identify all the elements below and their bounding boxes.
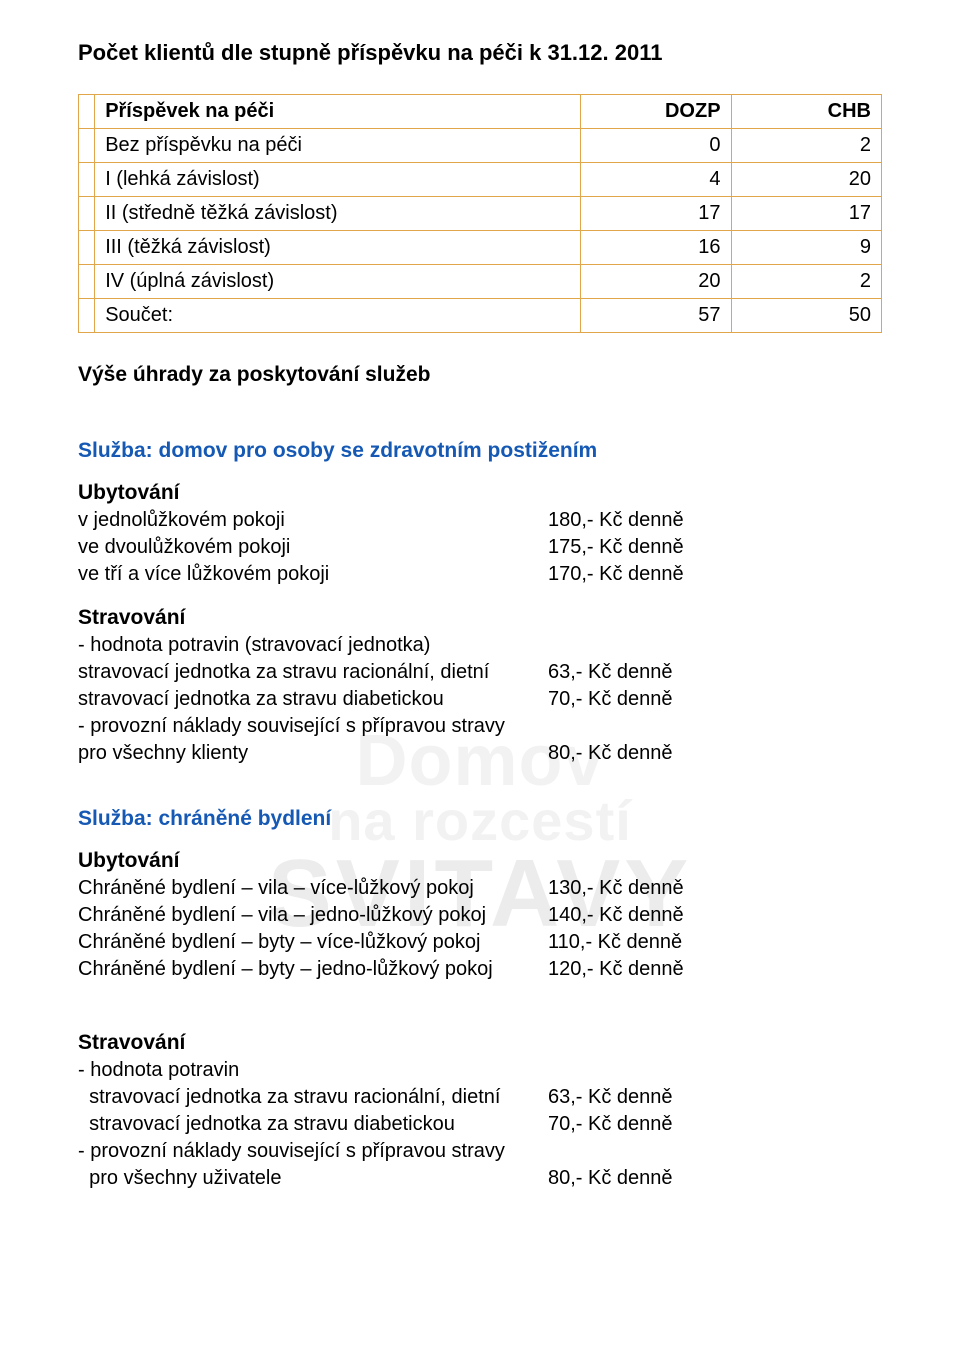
table-cell: 17 — [581, 197, 731, 231]
table-header-label: Příspěvek na péči — [95, 95, 581, 129]
table-row: II (středně těžká závislost) 17 17 — [79, 197, 882, 231]
price-label: pro všechny uživatele — [78, 1165, 548, 1192]
price-value: 80,- Kč denně — [548, 740, 882, 767]
price-label: Chráněné bydlení – vila – jedno-lůžkový … — [78, 902, 548, 929]
price-value: 175,- Kč denně — [548, 534, 882, 561]
price-value: 70,- Kč denně — [548, 1111, 882, 1138]
table-cell: 2 — [731, 129, 881, 163]
price-row: Chráněné bydlení – byty – jedno-lůžkový … — [78, 956, 882, 983]
price-value: 120,- Kč denně — [548, 956, 882, 983]
price-row: stravovací jednotka za stravu diabeticko… — [78, 686, 882, 713]
price-row: pro všechny klienty 80,- Kč denně — [78, 740, 882, 767]
price-row: stravovací jednotka za stravu diabeticko… — [78, 1111, 882, 1138]
price-label: ve dvoulůžkovém pokoji — [78, 534, 548, 561]
service1-heading: Služba: domov pro osoby se zdravotním po… — [78, 439, 882, 463]
price-label: Chráněné bydlení – vila – více-lůžkový p… — [78, 875, 548, 902]
stravovani-heading: Stravování — [78, 1031, 882, 1055]
price-row: ve dvoulůžkovém pokoji 175,- Kč denně — [78, 534, 882, 561]
table-cell: I (lehká závislost) — [95, 163, 581, 197]
price-row: Chráněné bydlení – vila – více-lůžkový p… — [78, 875, 882, 902]
price-row: Chráněné bydlení – vila – jedno-lůžkový … — [78, 902, 882, 929]
table-stub-cell — [79, 95, 95, 129]
table-row: Bez příspěvku na péči 0 2 — [79, 129, 882, 163]
price-value: 140,- Kč denně — [548, 902, 882, 929]
table-row-total: Součet: 57 50 — [79, 299, 882, 333]
table-cell: 57 — [581, 299, 731, 333]
price-row: v jednolůžkovém pokoji 180,- Kč denně — [78, 507, 882, 534]
price-value: 70,- Kč denně — [548, 686, 882, 713]
price-label: Chráněné bydlení – byty – jedno-lůžkový … — [78, 956, 548, 983]
price-row: Chráněné bydlení – byty – více-lůžkový p… — [78, 929, 882, 956]
table-cell: 50 — [731, 299, 881, 333]
table-cell: II (středně těžká závislost) — [95, 197, 581, 231]
price-label: ve tří a více lůžkovém pokoji — [78, 561, 548, 588]
table-row: IV (úplná závislost) 20 2 — [79, 265, 882, 299]
price-label: stravovací jednotka za stravu racionální… — [78, 1084, 548, 1111]
price-value: 80,- Kč denně — [548, 1165, 882, 1192]
text-line: - hodnota potravin (stravovací jednotka) — [78, 632, 882, 659]
price-row: stravovací jednotka za stravu racionální… — [78, 1084, 882, 1111]
price-value: 63,- Kč denně — [548, 1084, 882, 1111]
ubytovani-heading: Ubytování — [78, 849, 882, 873]
price-label: stravovací jednotka za stravu diabeticko… — [78, 686, 548, 713]
table-cell: III (těžká závislost) — [95, 231, 581, 265]
table-row: I (lehká závislost) 4 20 — [79, 163, 882, 197]
price-label: pro všechny klienty — [78, 740, 548, 767]
price-label: v jednolůžkovém pokoji — [78, 507, 548, 534]
contribution-table: Příspěvek na péči DOZP CHB Bez příspěvku… — [78, 94, 882, 333]
fees-heading: Výše úhrady za poskytování služeb — [78, 363, 882, 387]
price-row: ve tří a více lůžkovém pokoji 170,- Kč d… — [78, 561, 882, 588]
price-value: 180,- Kč denně — [548, 507, 882, 534]
page-title: Počet klientů dle stupně příspěvku na pé… — [78, 40, 882, 66]
price-label: stravovací jednotka za stravu diabeticko… — [78, 1111, 548, 1138]
price-value: 110,- Kč denně — [548, 929, 882, 956]
table-cell: 20 — [731, 163, 881, 197]
table-cell: 4 — [581, 163, 731, 197]
table-cell: IV (úplná závislost) — [95, 265, 581, 299]
price-label: stravovací jednotka za stravu racionální… — [78, 659, 548, 686]
table-cell: 2 — [731, 265, 881, 299]
price-value: 170,- Kč denně — [548, 561, 882, 588]
service2-heading: Služba: chráněné bydlení — [78, 807, 882, 831]
table-header-chb: CHB — [731, 95, 881, 129]
table-cell: Součet: — [95, 299, 581, 333]
table-row: III (těžká závislost) 16 9 — [79, 231, 882, 265]
price-row: stravovací jednotka za stravu racionální… — [78, 659, 882, 686]
price-value: 130,- Kč denně — [548, 875, 882, 902]
table-cell: Bez příspěvku na péči — [95, 129, 581, 163]
table-header-dozp: DOZP — [581, 95, 731, 129]
price-label: Chráněné bydlení – byty – více-lůžkový p… — [78, 929, 548, 956]
text-line: - hodnota potravin — [78, 1057, 882, 1084]
table-cell: 20 — [581, 265, 731, 299]
table-cell: 17 — [731, 197, 881, 231]
table-cell: 0 — [581, 129, 731, 163]
text-line: - provozní náklady související s příprav… — [78, 713, 882, 740]
ubytovani-heading: Ubytování — [78, 481, 882, 505]
table-header-row: Příspěvek na péči DOZP CHB — [79, 95, 882, 129]
price-value: 63,- Kč denně — [548, 659, 882, 686]
text-line: - provozní náklady související s příprav… — [78, 1138, 882, 1165]
price-row: pro všechny uživatele 80,- Kč denně — [78, 1165, 882, 1192]
stravovani-heading: Stravování — [78, 606, 882, 630]
table-cell: 9 — [731, 231, 881, 265]
table-cell: 16 — [581, 231, 731, 265]
